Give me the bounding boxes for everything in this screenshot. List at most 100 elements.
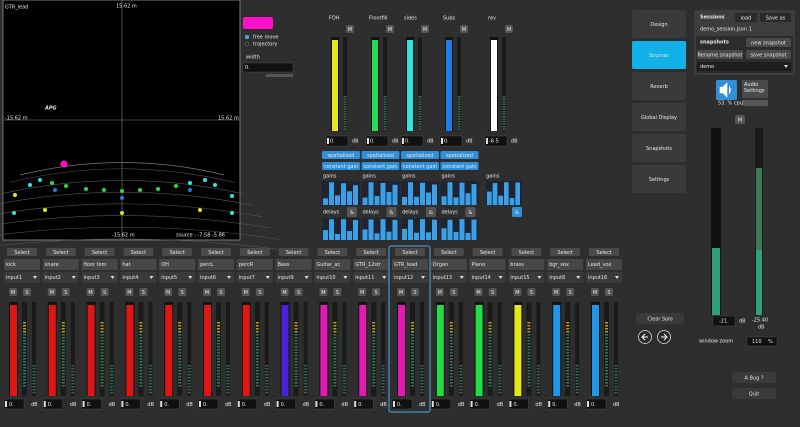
name-box[interactable] — [159, 259, 196, 270]
gain-box[interactable] — [3, 398, 25, 410]
select-button[interactable] — [511, 248, 542, 256]
name-box[interactable] — [4, 259, 40, 270]
gain-box[interactable] — [430, 398, 451, 410]
select-button[interactable] — [395, 248, 425, 256]
gain-box[interactable] — [469, 398, 490, 410]
gain-box[interactable] — [585, 398, 607, 410]
mute-button[interactable] — [47, 288, 56, 296]
gain-box[interactable] — [236, 398, 258, 410]
mute-button[interactable] — [474, 288, 483, 296]
color-button[interactable] — [243, 17, 273, 29]
solo-button[interactable] — [294, 288, 303, 296]
bus-gain-box[interactable] — [439, 135, 463, 147]
select-button[interactable] — [162, 248, 193, 256]
clear-solo-button[interactable] — [636, 313, 684, 324]
constant-gain-toggle[interactable] — [361, 162, 400, 170]
bus-gain-box[interactable] — [365, 135, 389, 147]
bus-mute[interactable] — [421, 25, 429, 33]
select-button[interactable] — [472, 248, 503, 256]
zoom-box[interactable] — [746, 336, 778, 347]
master-gain-box[interactable] — [712, 315, 736, 327]
mute-button[interactable] — [513, 288, 522, 296]
select-button[interactable] — [7, 248, 37, 256]
bug-button[interactable] — [732, 372, 776, 383]
constant-gain-toggle[interactable] — [322, 162, 360, 170]
bus-mute[interactable] — [460, 25, 468, 33]
menu-button[interactable] — [632, 10, 686, 38]
select-button[interactable] — [45, 248, 76, 256]
gain-box[interactable] — [81, 398, 102, 410]
constant-gain-toggle[interactable] — [401, 162, 439, 170]
name-box[interactable] — [547, 259, 584, 270]
solo-button[interactable] — [61, 288, 70, 296]
solo-button[interactable] — [23, 288, 31, 296]
quit-button[interactable] — [732, 388, 776, 399]
menu-button[interactable] — [632, 134, 686, 162]
audio-settings-button[interactable]: Audio Settings — [742, 80, 768, 98]
input-menu[interactable] — [275, 272, 312, 283]
name-box[interactable] — [198, 259, 234, 270]
input-menu[interactable] — [42, 272, 79, 283]
mute-button[interactable] — [358, 288, 367, 296]
select-button[interactable] — [201, 248, 231, 256]
select-button[interactable] — [84, 248, 115, 256]
gain-box[interactable] — [508, 398, 529, 410]
mute-button[interactable] — [552, 288, 561, 296]
mute-button[interactable] — [203, 288, 211, 296]
gain-box[interactable] — [547, 398, 568, 410]
menu-button[interactable] — [632, 41, 686, 69]
gain-box[interactable] — [158, 398, 180, 410]
name-box[interactable] — [469, 259, 506, 270]
name-box[interactable] — [120, 259, 157, 270]
select-button[interactable] — [239, 248, 270, 256]
menu-button[interactable] — [632, 103, 686, 131]
mute-button[interactable] — [591, 288, 599, 296]
bus-gain-box[interactable] — [484, 135, 508, 147]
link-button[interactable] — [386, 207, 397, 217]
mute-button[interactable] — [280, 288, 289, 296]
menu-button[interactable] — [632, 165, 686, 193]
spatialized-toggle[interactable] — [361, 151, 400, 159]
input-menu[interactable] — [508, 272, 545, 283]
new-snapshot-button[interactable] — [746, 38, 791, 47]
link-button[interactable] — [512, 207, 522, 217]
mode-radio[interactable] — [244, 41, 250, 47]
load-button[interactable] — [735, 13, 757, 22]
solo-button[interactable] — [100, 288, 109, 296]
constant-gain-toggle[interactable] — [440, 162, 479, 170]
mode-radio[interactable] — [244, 34, 250, 40]
select-button[interactable] — [589, 248, 619, 256]
name-box[interactable] — [81, 259, 118, 270]
name-box[interactable] — [275, 259, 312, 270]
select-button[interactable] — [550, 248, 581, 256]
gain-box[interactable] — [197, 398, 219, 410]
mute-button[interactable] — [397, 288, 405, 296]
gain-box[interactable] — [120, 398, 141, 410]
name-box[interactable] — [353, 259, 390, 270]
solo-button[interactable] — [411, 288, 419, 296]
solo-button[interactable] — [217, 288, 225, 296]
input-menu[interactable] — [353, 272, 390, 283]
input-menu[interactable] — [81, 272, 118, 283]
solo-button[interactable] — [372, 288, 381, 296]
name-box[interactable] — [236, 259, 273, 270]
gain-box[interactable] — [314, 398, 335, 410]
bus-gain-box[interactable] — [400, 135, 424, 147]
spatialized-toggle[interactable] — [322, 151, 360, 159]
spatialized-toggle[interactable] — [401, 151, 439, 159]
mute-button[interactable] — [435, 288, 444, 296]
input-menu[interactable] — [159, 272, 196, 283]
solo-button[interactable] — [527, 288, 536, 296]
bus-mute[interactable] — [346, 25, 354, 33]
select-button[interactable] — [278, 248, 309, 256]
input-menu[interactable] — [586, 272, 622, 283]
input-menu[interactable] — [236, 272, 273, 283]
mute-button[interactable] — [125, 288, 134, 296]
rename-snapshot-button[interactable] — [697, 50, 743, 59]
input-menu[interactable] — [430, 272, 467, 283]
mute-button[interactable] — [164, 288, 173, 296]
name-box[interactable] — [430, 259, 467, 270]
solo-button[interactable] — [449, 288, 458, 296]
name-box[interactable] — [314, 259, 351, 270]
name-box[interactable] — [42, 259, 79, 270]
